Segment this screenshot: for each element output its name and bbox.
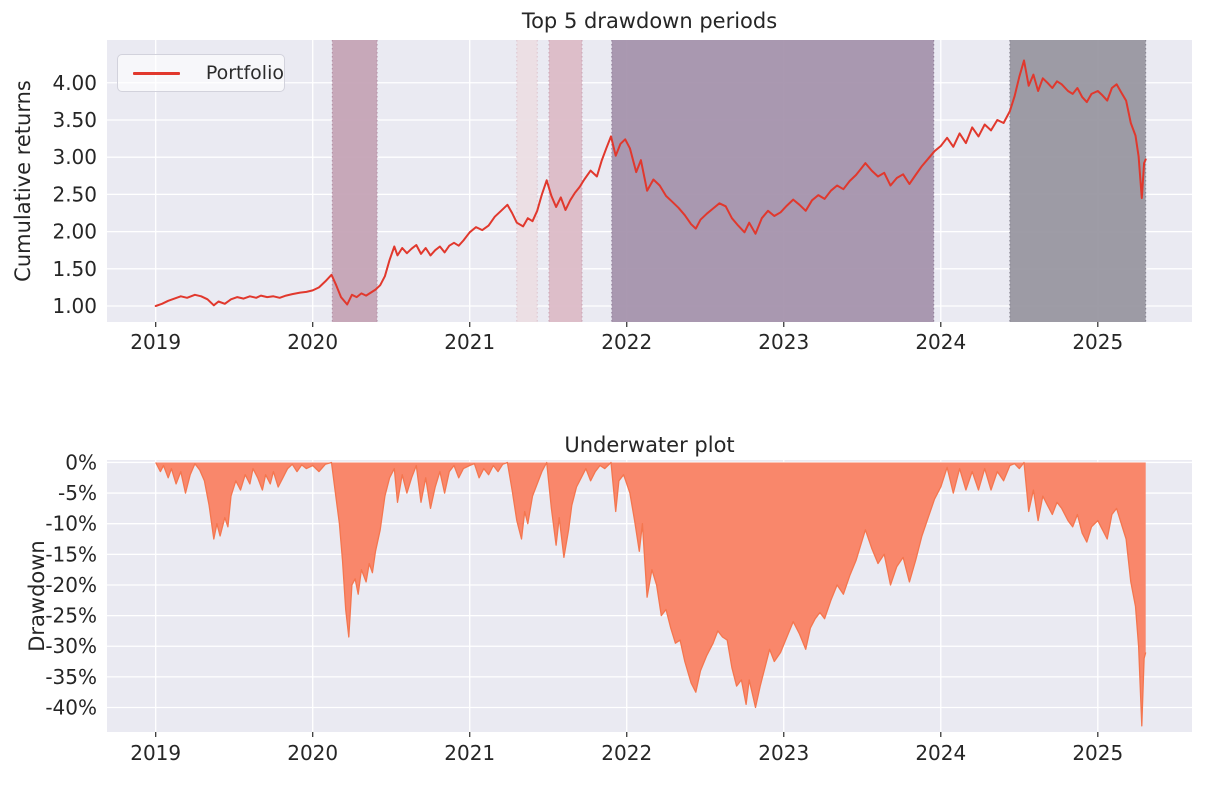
x-tick-label: 2019: [130, 741, 181, 765]
y-tick-label: -10%: [45, 512, 97, 536]
x-tick-label: 2021: [444, 741, 495, 765]
underwater-chart: 2019 2020 2021 2022 2023 2024 2025 0% -5% -10% -15…: [45, 450, 1192, 765]
x-tick-label: 2020: [287, 741, 338, 765]
x-tick-label: 2024: [915, 330, 966, 354]
drawdown-period-band: [332, 40, 378, 322]
legend-label: Portfolio: [205, 62, 284, 84]
cumulative-returns-axis-label: Cumulative returns: [11, 80, 35, 282]
y-tick-label: 2.00: [52, 220, 97, 244]
y-tick-label: 1.50: [52, 257, 97, 281]
y-tick-label: -35%: [45, 665, 97, 689]
cumulative-returns-chart: 2019 2020 2021 2022 2023 2024 2025 1.00 1.50 2.00…: [52, 40, 1192, 354]
drawdown-area-edge: [155, 461, 1147, 727]
x-tick-label: 2025: [1072, 741, 1123, 765]
drawdown-period-band: [1009, 40, 1146, 322]
y-tick-label: -40%: [45, 695, 97, 719]
y-tick-label: 3.50: [52, 108, 97, 132]
y-tick-label: 3.00: [52, 145, 97, 169]
x-tick-label: 2023: [758, 741, 809, 765]
drawdown-period-band: [516, 40, 538, 322]
y-tick-label: -30%: [45, 634, 97, 658]
drawdown-area: [155, 462, 1146, 726]
drawdown-axis-label: Drawdown: [25, 540, 49, 652]
y-tick-label: 2.50: [52, 182, 97, 206]
portfolio-line-swatch: [133, 71, 180, 75]
x-tick-label: 2019: [130, 330, 181, 354]
y-tick-label: -20%: [45, 573, 97, 597]
y-tick-label: -15%: [45, 542, 97, 566]
x-tick-label: 2024: [915, 741, 966, 765]
x-tick-label: 2022: [601, 741, 652, 765]
portfolio-line: [154, 59, 1147, 307]
y-tick-label: 1.00: [52, 294, 97, 318]
y-tick-label: 0%: [65, 450, 97, 474]
y-tick-label: -5%: [58, 481, 97, 505]
drawdown-period-band: [549, 40, 582, 322]
x-tick-label: 2022: [601, 330, 652, 354]
y-tick-label: 4.00: [52, 71, 97, 95]
legend: Portfolio: [117, 54, 285, 92]
y-tick-label: -25%: [45, 604, 97, 628]
drawdown-period-band: [611, 40, 934, 322]
x-tick-label: 2020: [287, 330, 338, 354]
x-tick-label: 2025: [1072, 330, 1123, 354]
x-tick-label: 2021: [444, 330, 495, 354]
x-tick-label: 2023: [758, 330, 809, 354]
top-chart-title: Top 5 drawdown periods: [521, 9, 778, 33]
underwater-chart-title: Underwater plot: [564, 433, 735, 457]
